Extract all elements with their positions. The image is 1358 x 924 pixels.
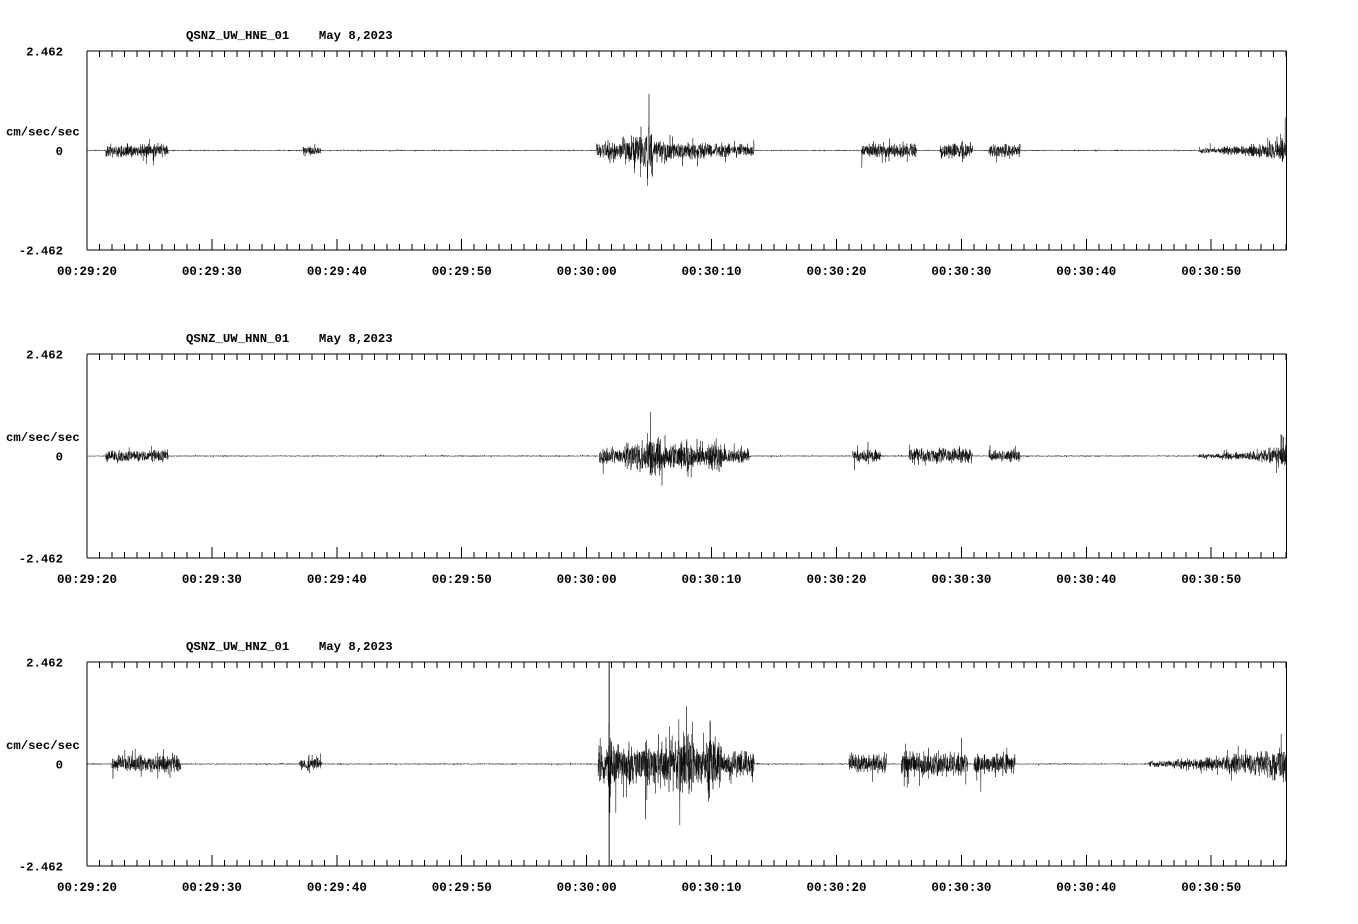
svg-text:00:30:30: 00:30:30 — [931, 881, 991, 895]
svg-text:2.462: 2.462 — [26, 349, 63, 363]
svg-text:00:29:40: 00:29:40 — [307, 881, 367, 895]
svg-text:00:30:00: 00:30:00 — [557, 265, 617, 279]
svg-text:00:29:30: 00:29:30 — [182, 265, 242, 279]
svg-text:00:30:20: 00:30:20 — [806, 573, 866, 587]
svg-text:00:30:20: 00:30:20 — [806, 881, 866, 895]
svg-text:00:29:40: 00:29:40 — [307, 573, 367, 587]
svg-text:00:30:00: 00:30:00 — [557, 881, 617, 895]
svg-text:2.462: 2.462 — [26, 46, 63, 60]
svg-text:00:29:50: 00:29:50 — [432, 881, 492, 895]
svg-text:00:30:10: 00:30:10 — [682, 881, 742, 895]
svg-text:00:30:50: 00:30:50 — [1181, 881, 1241, 895]
svg-text:cm/sec/sec: cm/sec/sec — [6, 431, 80, 445]
svg-text:00:30:00: 00:30:00 — [557, 573, 617, 587]
svg-text:-2.462: -2.462 — [19, 245, 63, 259]
svg-text:2.462: 2.462 — [26, 657, 63, 671]
svg-text:00:29:40: 00:29:40 — [307, 265, 367, 279]
svg-text:0: 0 — [56, 145, 63, 159]
svg-text:00:29:30: 00:29:30 — [182, 881, 242, 895]
svg-text:00:30:10: 00:30:10 — [682, 265, 742, 279]
svg-text:00:30:50: 00:30:50 — [1181, 573, 1241, 587]
svg-text:00:30:50: 00:30:50 — [1181, 265, 1241, 279]
svg-text:00:30:30: 00:30:30 — [931, 265, 991, 279]
svg-text:00:30:10: 00:30:10 — [682, 573, 742, 587]
svg-text:00:29:20: 00:29:20 — [57, 265, 117, 279]
svg-text:00:30:40: 00:30:40 — [1056, 881, 1116, 895]
svg-text:-2.462: -2.462 — [19, 861, 63, 875]
svg-text:00:29:20: 00:29:20 — [57, 881, 117, 895]
svg-text:-2.462: -2.462 — [19, 553, 63, 567]
svg-text:cm/sec/sec: cm/sec/sec — [6, 739, 80, 753]
svg-text:QSNZ_UW_HNE_01 May 8,2023: QSNZ_UW_HNE_01 May 8,2023 — [186, 29, 393, 43]
svg-text:00:30:40: 00:30:40 — [1056, 265, 1116, 279]
svg-text:00:29:50: 00:29:50 — [432, 265, 492, 279]
svg-text:00:29:30: 00:29:30 — [182, 573, 242, 587]
svg-text:00:30:20: 00:30:20 — [806, 265, 866, 279]
svg-text:00:30:40: 00:30:40 — [1056, 573, 1116, 587]
svg-text:0: 0 — [56, 451, 63, 465]
svg-text:00:29:20: 00:29:20 — [57, 573, 117, 587]
svg-text:00:29:50: 00:29:50 — [432, 573, 492, 587]
svg-text:00:30:30: 00:30:30 — [931, 573, 991, 587]
svg-text:0: 0 — [56, 759, 63, 773]
svg-text:QSNZ_UW_HNZ_01 May 8,2023: QSNZ_UW_HNZ_01 May 8,2023 — [186, 640, 393, 654]
svg-text:cm/sec/sec: cm/sec/sec — [6, 126, 80, 140]
svg-text:QSNZ_UW_HNN_01 May 8,2023: QSNZ_UW_HNN_01 May 8,2023 — [186, 332, 393, 346]
